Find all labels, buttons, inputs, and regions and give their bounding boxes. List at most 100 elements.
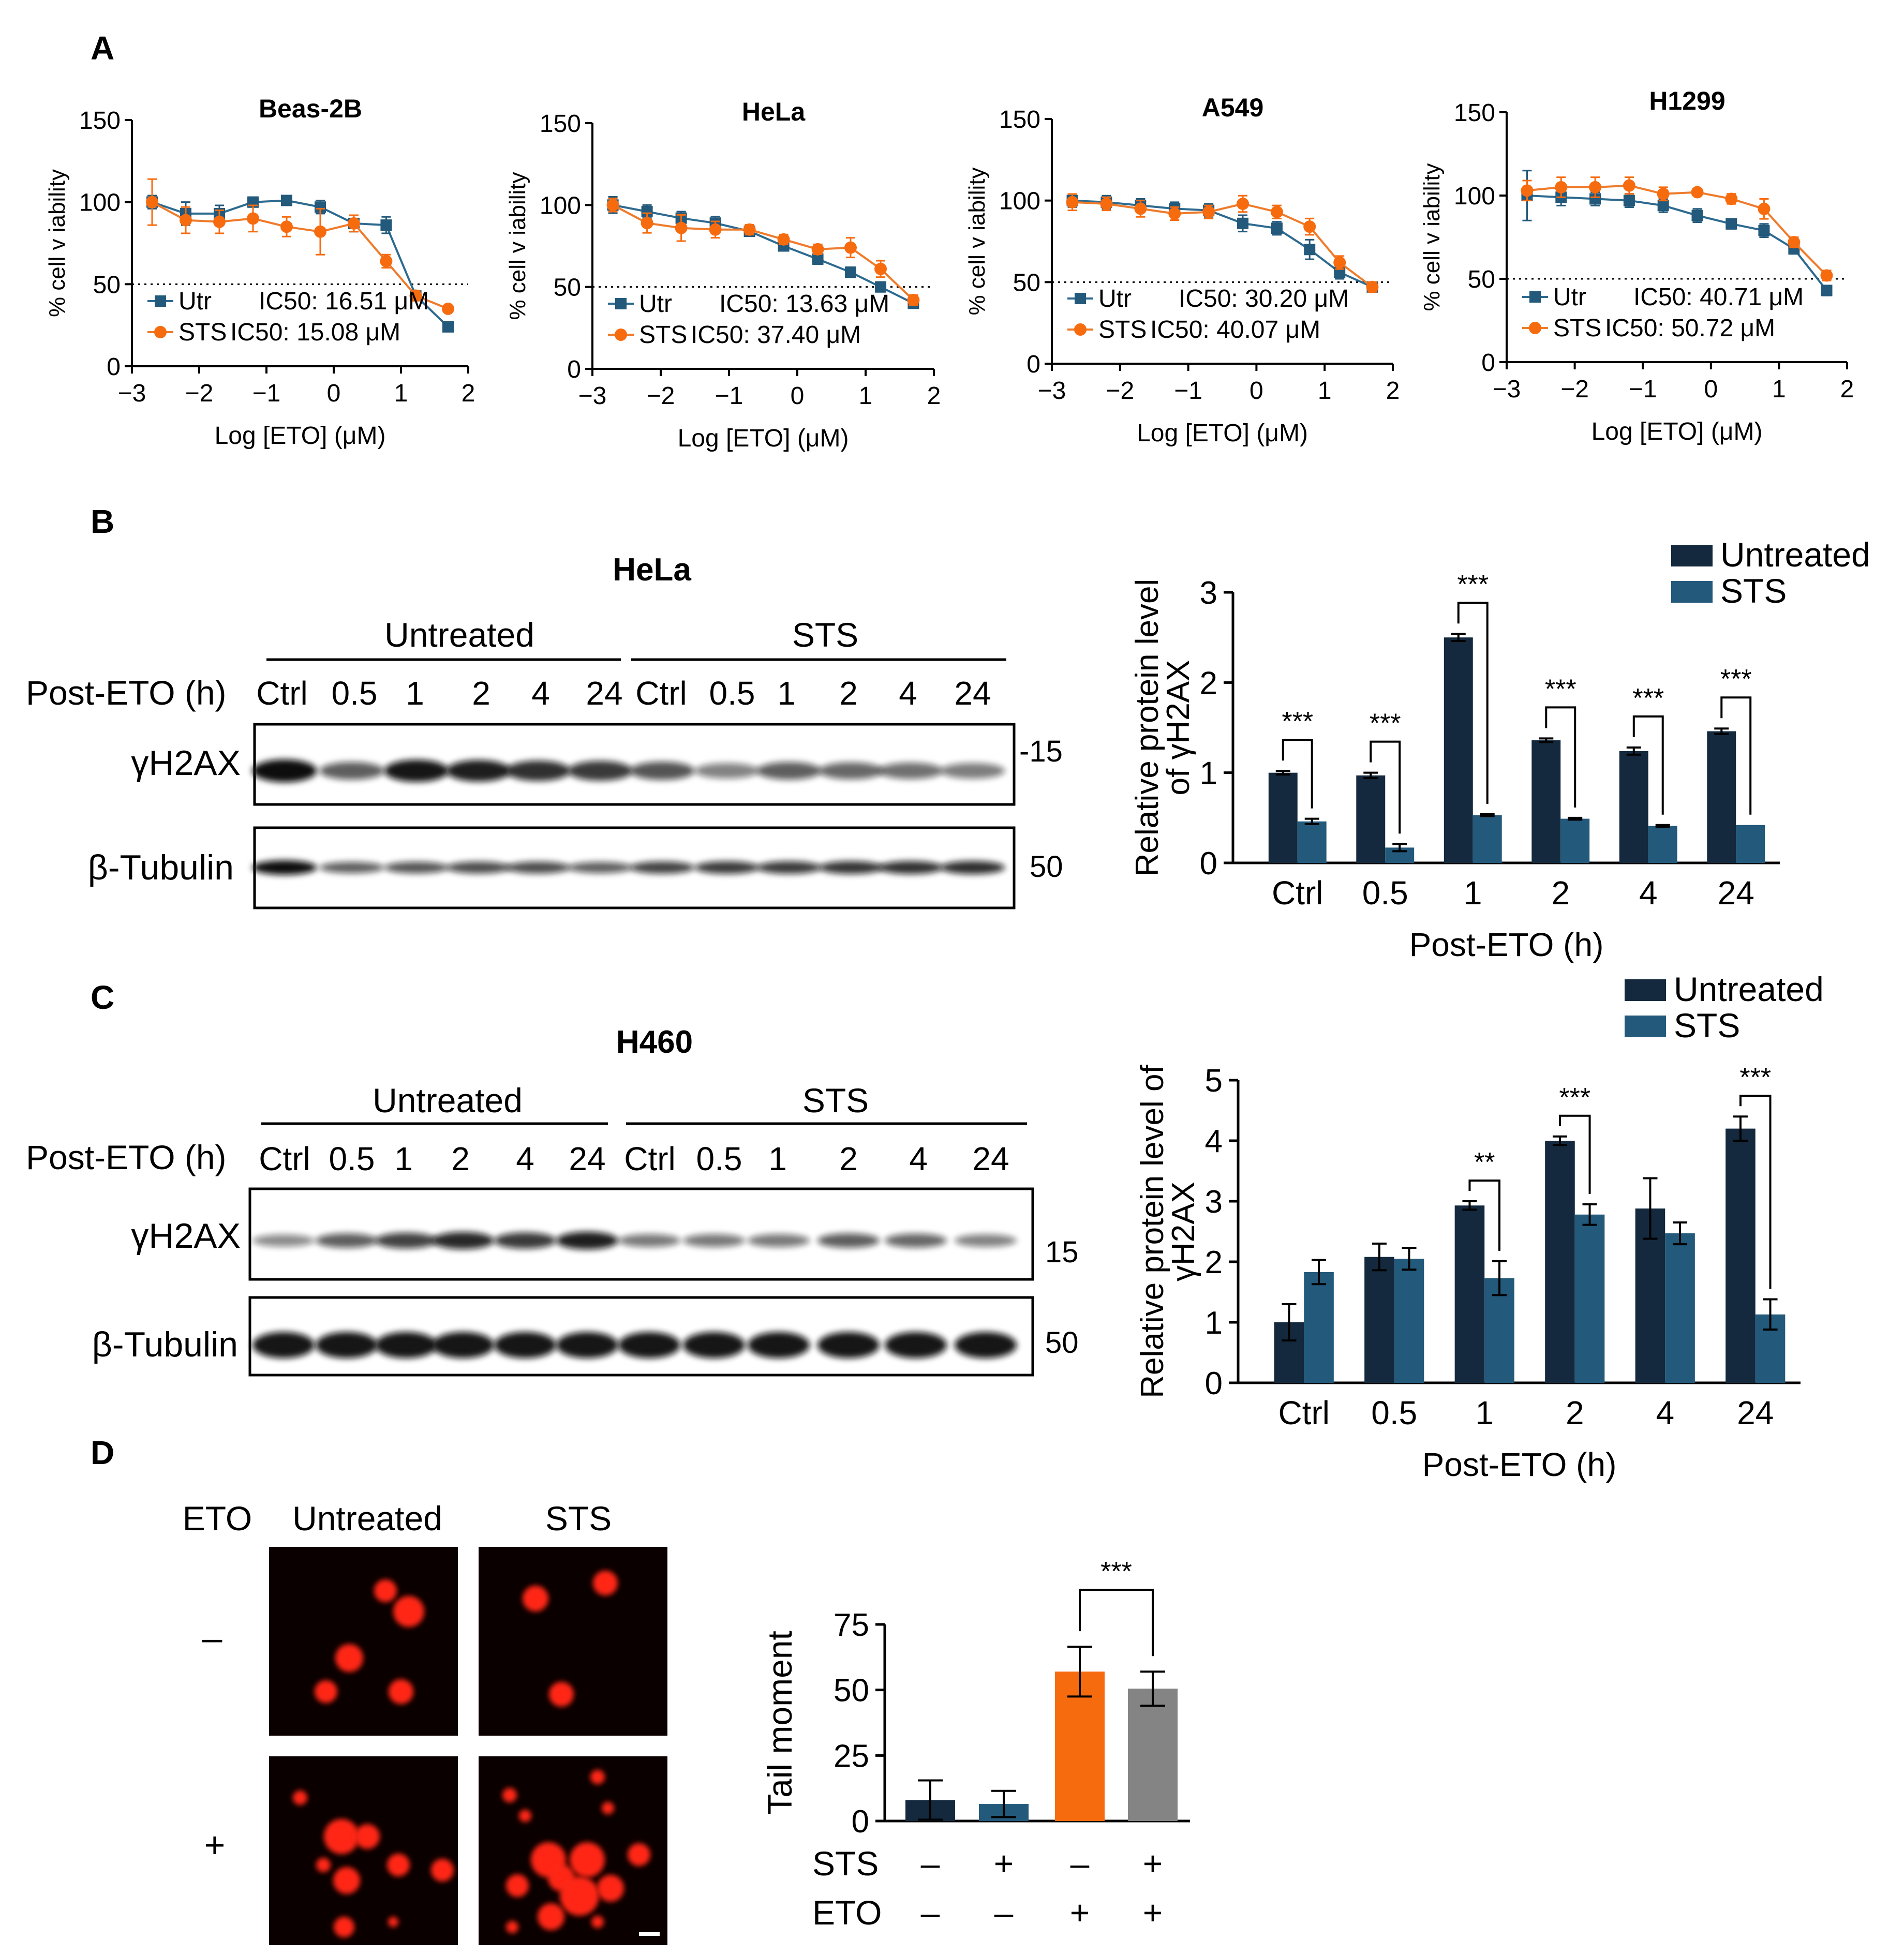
sts-data-point — [874, 262, 887, 275]
blot-title: H460 — [616, 1024, 693, 1060]
y-tick-label: 3 — [1200, 575, 1217, 611]
bar-untreated — [1356, 775, 1386, 863]
x-tick-label: 0.5 — [1362, 874, 1408, 912]
plot-title: HeLa — [742, 97, 806, 126]
utr-data-point — [1691, 210, 1703, 221]
comet-nucleus — [602, 1802, 614, 1814]
blot-frame — [248, 1187, 1034, 1281]
blot-band — [446, 760, 511, 782]
significance-stars: *** — [1282, 707, 1313, 737]
significance-bracket — [1720, 696, 1752, 815]
comet-micrograph-1 — [269, 1547, 458, 1736]
group-label-untreated: Untreated — [384, 616, 534, 654]
group-label-sts: STS — [802, 1081, 869, 1120]
blot-band — [384, 759, 449, 782]
blot-band — [683, 1332, 745, 1359]
y-tick-label: 100 — [1454, 183, 1495, 210]
blot-frame — [253, 723, 1016, 806]
dose-response-plot-1: 0 50 100 150 −3 −2 −1 0 1 2 Log [ETO] (μM) % cell v… — [44, 94, 475, 450]
lane-label: 1 — [777, 675, 796, 712]
utr-data-point — [641, 206, 653, 217]
comet-nucleus — [560, 1876, 599, 1916]
x-axis-label: Post-ETO (h) — [1409, 926, 1604, 963]
utr-data-point — [844, 266, 856, 278]
blot-band — [756, 861, 822, 874]
sts-data-point — [1788, 236, 1801, 249]
x-axis-label: Log [ETO] (μM) — [215, 422, 386, 450]
blot-band — [618, 1332, 680, 1359]
blot-band — [756, 762, 822, 780]
significance-stars: *** — [1739, 1063, 1771, 1093]
comet-nucleus — [570, 1842, 605, 1877]
micrograph-background — [269, 1547, 458, 1736]
lane-label: 2 — [839, 1140, 858, 1177]
sts-data-point — [1691, 186, 1704, 199]
comet-nucleus — [388, 1917, 398, 1927]
sts-data-point — [1237, 197, 1250, 210]
x-tick-label: −1 — [1629, 376, 1657, 403]
lane-label: 1 — [768, 1140, 787, 1177]
blot-band — [885, 1332, 947, 1359]
legend-swatch-untreated — [1625, 979, 1666, 1001]
x-tick-label: 4 — [1639, 874, 1658, 912]
sts-sign: – — [921, 1844, 940, 1883]
x-tick-label: −2 — [185, 380, 214, 407]
legend-swatch-untreated — [1671, 545, 1713, 566]
y-tick-label: 50 — [834, 1673, 869, 1709]
x-tick-label: −1 — [715, 382, 743, 410]
legend-marker-utr — [1529, 291, 1541, 303]
legend-ic50-sts: IC50: 40.07 μM — [1150, 316, 1320, 344]
blot-band — [556, 1332, 618, 1359]
x-axis-label: Log [ETO] (μM) — [678, 425, 849, 452]
lane-label: 0.5 — [332, 675, 378, 712]
blot-band — [319, 862, 384, 873]
y-tick-label: 150 — [1454, 99, 1495, 127]
sts-data-point — [247, 212, 259, 225]
sts-data-point — [606, 199, 619, 212]
sts-data-point — [314, 225, 326, 238]
x-tick-label: 0 — [1704, 376, 1718, 403]
legend-ic50-utr: IC50: 13.63 μM — [719, 290, 889, 318]
y-tick-label: 1 — [1200, 756, 1217, 792]
plot-title: H1299 — [1649, 86, 1725, 115]
sts-data-point — [213, 215, 226, 228]
y-axis-label: % cell v iability — [44, 169, 70, 317]
blot-band — [955, 1234, 1017, 1247]
scale-bar — [639, 1932, 660, 1936]
x-tick-label: −2 — [1106, 377, 1134, 405]
dose-response-plot-4: 0 50 100 150 −3 −2 −1 0 1 2 Log [ETO] (μM) % cell v… — [1419, 86, 1854, 445]
comet-nucleus — [355, 1824, 380, 1849]
utr-data-point — [875, 281, 887, 293]
sts-data-point — [1521, 184, 1534, 197]
lane-label: 1 — [406, 675, 424, 712]
significance-bracket — [1468, 1180, 1501, 1251]
significance-stars: *** — [1545, 674, 1576, 704]
comet-nucleus — [502, 1788, 517, 1802]
comet-nucleus — [333, 1867, 360, 1894]
sts-data-point — [1820, 269, 1833, 282]
legend-label-utr: Utr — [1553, 283, 1586, 311]
lane-label: Ctrl — [256, 675, 308, 712]
x-tick-label: 1 — [1772, 376, 1786, 403]
x-tick-label: 2 — [1386, 377, 1400, 405]
sts-data-point — [1303, 220, 1316, 233]
legend-marker-sts — [1074, 323, 1087, 336]
blot-band — [252, 860, 317, 875]
x-tick-label: 2 — [927, 382, 941, 410]
y-tick-label: 0 — [1027, 351, 1040, 378]
lane-label: 4 — [516, 1140, 534, 1177]
sts-sign: + — [1143, 1844, 1163, 1883]
legend-swatch-sts — [1671, 581, 1713, 603]
mw-marker-50: 50 — [1030, 850, 1063, 884]
y-tick-label: 50 — [1468, 266, 1495, 293]
group-label-untreated: Untreated — [373, 1081, 523, 1120]
lane-label: 2 — [472, 675, 490, 712]
blot-band — [878, 763, 943, 779]
sts-data-point — [907, 294, 920, 306]
x-axis-label: Log [ETO] (μM) — [1137, 420, 1308, 447]
x-tick-label: 1 — [1464, 874, 1482, 912]
y-tick-label: 1 — [1205, 1305, 1223, 1341]
blot-band — [630, 762, 695, 780]
utr-data-point — [1304, 244, 1316, 256]
x-tick-label: 0.5 — [1371, 1394, 1417, 1431]
